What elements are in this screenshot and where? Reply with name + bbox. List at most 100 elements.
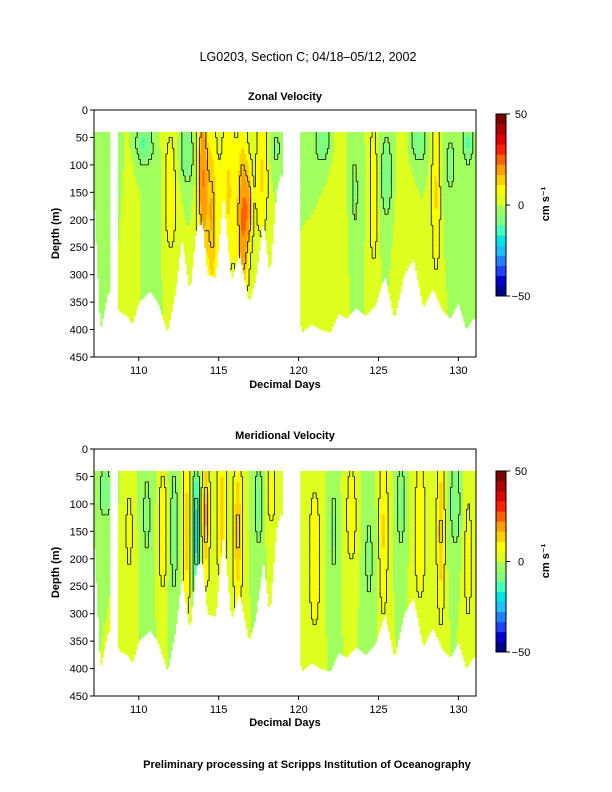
velocity-cell	[196, 137, 199, 144]
velocity-cell	[103, 203, 106, 210]
velocity-cell	[140, 258, 143, 265]
velocity-cell	[161, 186, 164, 193]
velocity-cell	[105, 181, 108, 188]
velocity-cell	[304, 153, 307, 160]
velocity-cell	[311, 296, 314, 303]
velocity-cell	[188, 192, 191, 199]
velocity-cell	[354, 269, 357, 276]
velocity-cell	[249, 280, 252, 287]
velocity-cell	[178, 131, 181, 138]
velocity-cell	[255, 247, 258, 254]
velocity-cell	[354, 302, 357, 308]
velocity-cell	[303, 148, 306, 155]
velocity-cell	[368, 164, 371, 171]
velocity-cell	[335, 252, 338, 259]
velocity-cell	[221, 164, 224, 171]
velocity-cell	[368, 203, 371, 210]
velocity-cell	[266, 131, 269, 138]
velocity-cell	[236, 252, 239, 259]
velocity-cell	[169, 137, 172, 144]
velocity-cell	[279, 148, 282, 155]
velocity-cell	[239, 148, 242, 155]
velocity-cell	[108, 131, 111, 138]
velocity-cell	[119, 175, 122, 182]
velocity-cell	[231, 274, 234, 278]
velocity-cell	[394, 214, 397, 221]
velocity-cell	[191, 203, 194, 210]
velocity-cell	[332, 208, 335, 215]
velocity-cell	[117, 208, 120, 215]
velocity-cell	[263, 181, 266, 188]
velocity-cell	[103, 225, 106, 232]
velocity-cell	[388, 230, 391, 237]
velocity-cell	[314, 302, 317, 308]
velocity-cell	[140, 296, 143, 301]
velocity-cell	[388, 153, 391, 160]
velocity-cell	[325, 258, 328, 265]
velocity-cell	[157, 197, 160, 204]
velocity-cell	[309, 291, 312, 298]
velocity-cell	[97, 197, 100, 204]
velocity-cell	[194, 170, 197, 177]
velocity-cell	[352, 181, 355, 188]
velocity-cell	[103, 230, 106, 237]
velocity-cell	[212, 170, 215, 177]
velocity-cell	[105, 164, 108, 171]
velocity-cell	[322, 296, 325, 303]
velocity-cell	[332, 137, 335, 144]
velocity-cell	[241, 225, 244, 232]
velocity-cell	[317, 131, 320, 138]
velocity-cell	[164, 302, 167, 308]
velocity-cell	[244, 263, 247, 270]
velocity-cell	[127, 175, 130, 182]
velocity-cell	[349, 153, 352, 160]
velocity-cell	[354, 236, 357, 243]
velocity-cell	[161, 307, 164, 314]
velocity-cell	[373, 269, 376, 276]
velocity-cell	[258, 186, 261, 193]
velocity-cell	[252, 263, 255, 270]
velocity-cell	[325, 170, 328, 177]
velocity-cell	[316, 241, 319, 248]
velocity-cell	[357, 164, 360, 171]
velocity-cell	[124, 225, 127, 232]
velocity-cell	[333, 164, 336, 171]
velocity-cell	[244, 241, 247, 248]
velocity-cell	[247, 230, 250, 237]
velocity-cell	[173, 225, 176, 232]
velocity-cell	[183, 181, 186, 188]
velocity-cell	[186, 203, 189, 210]
velocity-cell	[167, 186, 170, 193]
velocity-cell	[228, 197, 231, 204]
velocity-cell	[159, 252, 162, 259]
velocity-cell	[376, 203, 379, 210]
velocity-cell	[365, 186, 368, 193]
velocity-cell	[312, 142, 315, 149]
velocity-cell	[327, 302, 330, 308]
velocity-cell	[159, 214, 162, 221]
velocity-cell	[181, 219, 184, 226]
velocity-cell	[349, 291, 352, 298]
velocity-cell	[380, 192, 383, 199]
velocity-cell	[383, 197, 386, 204]
velocity-cell	[308, 241, 311, 248]
velocity-cell	[373, 170, 376, 177]
velocity-cell	[356, 203, 359, 210]
velocity-cell	[145, 236, 148, 243]
velocity-cell	[327, 236, 330, 243]
velocity-cell	[122, 181, 125, 188]
velocity-cell	[244, 164, 247, 171]
velocity-cell	[167, 307, 170, 314]
velocity-cell	[100, 137, 103, 144]
velocity-cell	[95, 219, 98, 226]
velocity-cell	[336, 313, 339, 316]
velocity-cell	[161, 269, 164, 276]
velocity-cell	[130, 313, 133, 319]
velocity-cell	[322, 263, 325, 270]
velocity-cell	[153, 137, 156, 144]
velocity-cell	[348, 280, 351, 287]
velocity-cell	[121, 307, 124, 314]
velocity-cell	[311, 148, 314, 155]
velocity-cell	[172, 225, 175, 232]
velocity-cell	[388, 214, 391, 221]
